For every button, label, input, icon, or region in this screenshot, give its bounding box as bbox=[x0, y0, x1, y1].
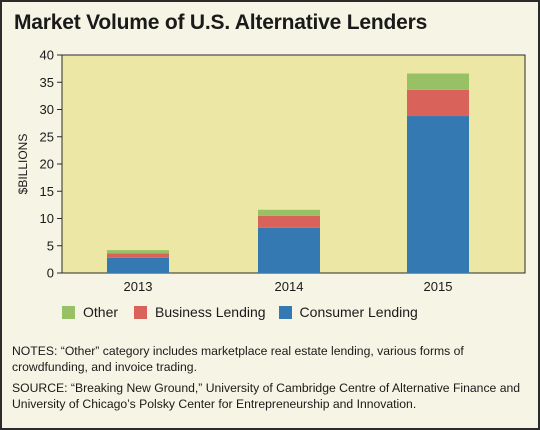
legend-item-other: Other bbox=[62, 304, 118, 320]
x-axis-labels: 2013 2014 2015 bbox=[124, 279, 453, 294]
y-tick-label: 5 bbox=[47, 238, 54, 253]
legend-swatch-consumer-lending bbox=[278, 305, 292, 319]
bar-consumer-lending-2015 bbox=[407, 116, 469, 273]
legend-swatch-other bbox=[62, 305, 75, 319]
notes: NOTES: “Other” category includes marketp… bbox=[12, 343, 524, 417]
bar-other-2014 bbox=[258, 209, 320, 216]
notes-text: NOTES: “Other” category includes marketp… bbox=[12, 344, 464, 374]
legend-swatch-business-lending bbox=[134, 305, 148, 319]
chart-title: Market Volume of U.S. Alternative Lender… bbox=[14, 11, 428, 34]
bar-consumer-lending-2013 bbox=[107, 257, 169, 273]
x-tick-label: 2014 bbox=[275, 279, 304, 294]
bar-business-lending-2014 bbox=[258, 215, 320, 228]
y-tick-label: 20 bbox=[40, 157, 54, 172]
bar-business-lending-2013 bbox=[107, 253, 169, 258]
bar-business-lending-2015 bbox=[407, 89, 469, 117]
source-text: SOURCE: “Breaking New Ground,” Universit… bbox=[12, 381, 521, 411]
bars bbox=[107, 73, 469, 273]
y-tick-label: 30 bbox=[40, 102, 54, 117]
legend-label-consumer-lending: Consumer Lending bbox=[299, 304, 418, 320]
y-axis-ticks: 0 5 10 15 20 25 30 35 40 bbox=[40, 48, 62, 281]
legend-item-business-lending: Business Lending bbox=[134, 304, 266, 320]
legend: Other Business Lending Consumer Lending bbox=[62, 304, 434, 320]
y-tick-label: 35 bbox=[40, 75, 54, 90]
legend-label-other: Other bbox=[83, 304, 119, 320]
legend-label-business-lending: Business Lending bbox=[155, 304, 266, 320]
y-tick-label: 10 bbox=[40, 211, 54, 226]
y-axis-label: $BILLIONS bbox=[16, 134, 30, 195]
bar-other-2015 bbox=[407, 73, 469, 90]
y-tick-label: 40 bbox=[40, 48, 54, 63]
x-tick-label: 2013 bbox=[124, 279, 153, 294]
y-tick-label: 25 bbox=[40, 129, 54, 144]
x-tick-label: 2015 bbox=[424, 279, 453, 294]
legend-item-consumer-lending: Consumer Lending bbox=[278, 304, 418, 320]
bar-other-2013 bbox=[107, 250, 169, 254]
bar-consumer-lending-2014 bbox=[258, 227, 320, 273]
y-tick-label: 0 bbox=[47, 266, 54, 281]
y-tick-label: 15 bbox=[40, 184, 54, 199]
